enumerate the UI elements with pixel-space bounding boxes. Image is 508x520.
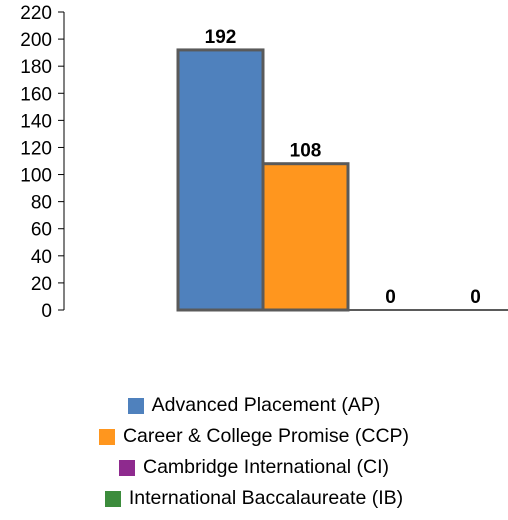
- y-tick-label: 40: [31, 247, 52, 268]
- legend-label: Career & College Promise (CCP): [122, 425, 410, 447]
- legend-swatch: [118, 459, 135, 476]
- bar-value-label: 108: [290, 141, 322, 162]
- y-tick-label: 0: [41, 301, 52, 322]
- bar-chart: 0 20 40 60 80 100 120 140 160 180 200 220 192 108 0 0: [20, 3, 508, 322]
- y-tick-label: 140: [20, 111, 52, 132]
- legend: Advanced Placement (AP) Career & College …: [0, 390, 508, 514]
- legend-swatch: [127, 397, 144, 414]
- y-tick-label: 180: [20, 57, 52, 78]
- legend-label: Advanced Placement (AP): [151, 394, 381, 416]
- y-tick-label: 100: [20, 166, 52, 187]
- y-tick-label: 20: [31, 274, 52, 295]
- bar-value-label: 0: [470, 287, 481, 308]
- y-tick-label: 120: [20, 138, 52, 159]
- y-tick-label: 200: [20, 30, 52, 51]
- bars: [176, 48, 350, 312]
- legend-label: Cambridge International (CI): [142, 456, 390, 478]
- legend-label: International Baccalaureate (IB): [128, 487, 404, 509]
- y-tick-label: 60: [31, 220, 52, 241]
- legend-swatch: [104, 490, 121, 507]
- legend-item: Advanced Placement (AP): [0, 390, 508, 421]
- legend-item: Career & College Promise (CCP): [0, 421, 508, 452]
- legend-swatch: [98, 428, 115, 445]
- legend-item: Cambridge International (CI): [0, 452, 508, 483]
- bar-value-label: 0: [385, 287, 396, 308]
- bar: [261, 162, 350, 312]
- legend-item: International Baccalaureate (IB): [0, 483, 508, 514]
- y-axis: 0 20 40 60 80 100 120 140 160 180 200 220: [20, 3, 508, 322]
- y-tick-label: 160: [20, 84, 52, 105]
- y-tick-label: 80: [31, 193, 52, 214]
- y-tick-label: 220: [20, 3, 52, 24]
- data-labels: 192 108 0 0: [205, 27, 481, 308]
- bar-value-label: 192: [205, 27, 237, 48]
- bar: [176, 48, 265, 312]
